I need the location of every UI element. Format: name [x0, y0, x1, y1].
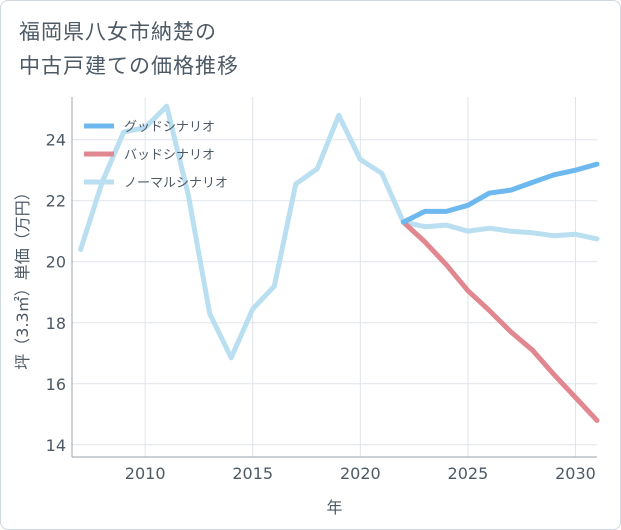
x-tick-labels: 2010 2015 2020 2025 2030: [125, 464, 596, 483]
y-tick-label: 18: [46, 314, 66, 333]
y-tick-label: 16: [46, 375, 66, 394]
x-tick-label: 2015: [232, 464, 273, 483]
series-line-0: [400, 161, 600, 225]
series-line-1: [400, 219, 600, 423]
axes: [71, 97, 597, 458]
chart-title-line-1: 福岡県八女市納楚の: [19, 20, 217, 44]
chart-title-line-2: 中古戸建ての価格推移: [19, 54, 239, 78]
y-tick-label: 24: [46, 131, 66, 150]
x-tick-label: 2020: [340, 464, 381, 483]
y-axis-title: 坪（3.3㎡）単価（万円）: [13, 184, 32, 369]
y-tick-label: 20: [46, 253, 66, 272]
legend-label-2: ノーマルシナリオ: [124, 176, 228, 191]
x-axis-title: 年: [326, 498, 342, 517]
series-layer: [78, 103, 600, 423]
x-tick-label: 2025: [448, 464, 489, 483]
x-tick-label: 2030: [555, 464, 596, 483]
y-tick-label: 22: [46, 192, 66, 211]
x-tick-label: 2010: [125, 464, 166, 483]
y-tick-labels: 14 16 18 20 22 24: [46, 131, 66, 455]
y-tick-label: 14: [46, 436, 66, 455]
legend-label-0: グッドシナリオ: [124, 120, 215, 135]
chart-title: 福岡県八女市納楚の 中古戸建ての価格推移: [19, 15, 239, 83]
legend-label-1: バッドシナリオ: [124, 148, 215, 163]
series-line-2: [78, 103, 600, 361]
